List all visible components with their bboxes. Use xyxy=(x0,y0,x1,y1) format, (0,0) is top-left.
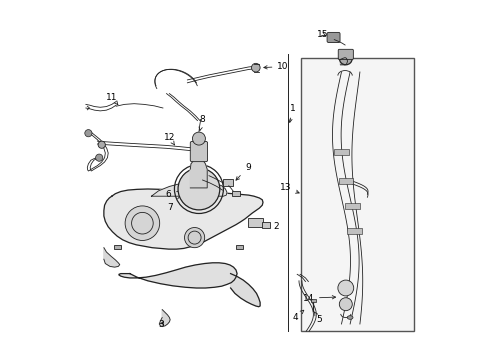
Circle shape xyxy=(85,130,92,137)
Text: 7: 7 xyxy=(167,192,184,211)
Text: 14: 14 xyxy=(303,294,336,302)
Bar xyxy=(334,149,349,155)
Text: 9: 9 xyxy=(236,163,251,180)
Circle shape xyxy=(339,298,352,311)
Bar xyxy=(223,179,233,186)
Circle shape xyxy=(251,63,260,72)
Bar xyxy=(345,203,360,209)
Polygon shape xyxy=(341,58,347,65)
Bar xyxy=(301,58,414,331)
Circle shape xyxy=(96,154,103,161)
Circle shape xyxy=(98,141,105,148)
Ellipse shape xyxy=(347,316,353,319)
FancyBboxPatch shape xyxy=(327,32,340,42)
Text: 2: 2 xyxy=(266,222,279,231)
Circle shape xyxy=(193,132,205,145)
Polygon shape xyxy=(104,189,263,249)
Bar xyxy=(248,218,263,227)
Polygon shape xyxy=(159,310,170,327)
Circle shape xyxy=(338,280,354,296)
Polygon shape xyxy=(231,274,260,307)
Circle shape xyxy=(178,168,220,210)
Circle shape xyxy=(185,228,205,248)
Text: 12: 12 xyxy=(164,133,175,145)
Text: 1: 1 xyxy=(289,104,296,122)
Text: 8: 8 xyxy=(199,115,205,130)
Circle shape xyxy=(125,206,160,240)
Text: 4: 4 xyxy=(293,310,304,322)
Bar xyxy=(236,245,243,249)
Text: 6: 6 xyxy=(166,189,185,199)
Text: 13: 13 xyxy=(280,183,299,193)
Bar xyxy=(262,222,270,228)
Polygon shape xyxy=(104,248,120,267)
Polygon shape xyxy=(190,159,207,188)
Text: 15: 15 xyxy=(317,30,328,39)
Text: 10: 10 xyxy=(264,62,289,71)
Bar xyxy=(339,178,353,184)
Polygon shape xyxy=(151,181,227,196)
Circle shape xyxy=(339,52,352,65)
Bar xyxy=(347,228,362,234)
Bar xyxy=(232,191,240,196)
Bar xyxy=(114,245,121,249)
Text: 11: 11 xyxy=(106,93,118,105)
Bar xyxy=(311,299,316,302)
FancyBboxPatch shape xyxy=(190,141,208,162)
Text: 3: 3 xyxy=(159,320,164,329)
Text: 5: 5 xyxy=(315,312,322,324)
FancyBboxPatch shape xyxy=(338,49,353,59)
Polygon shape xyxy=(119,263,237,288)
